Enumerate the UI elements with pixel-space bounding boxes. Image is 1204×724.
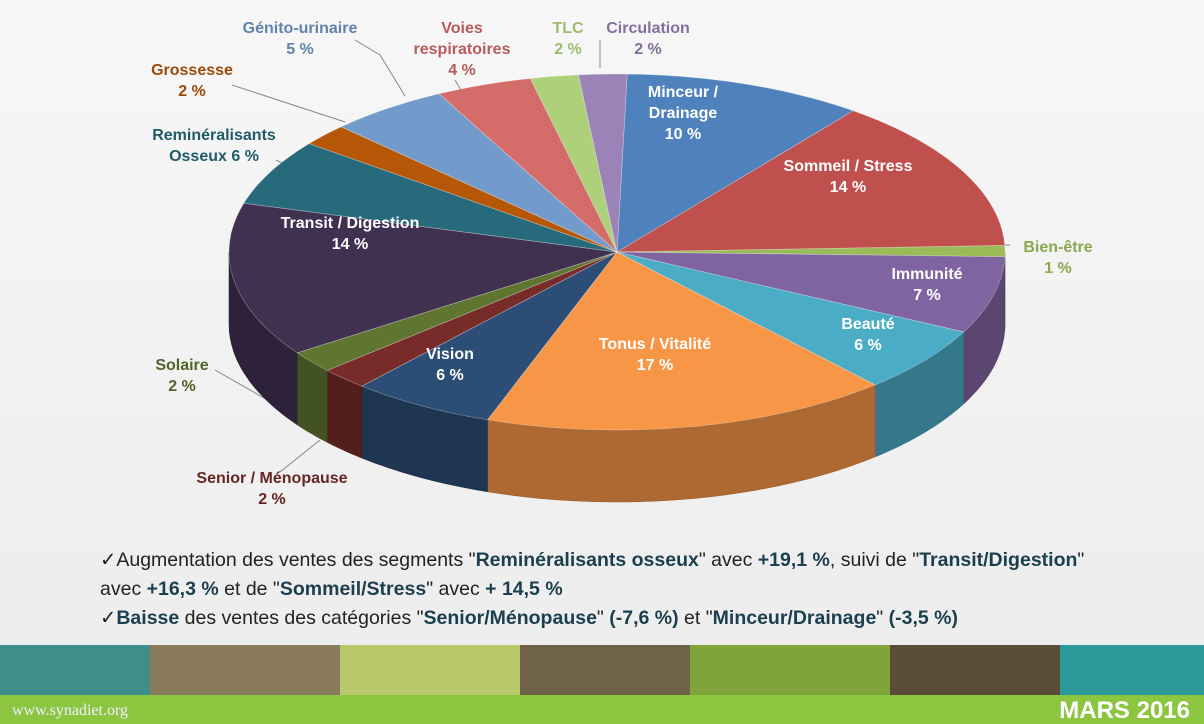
value-label: 2 % (554, 41, 582, 58)
value-label: 14 % (830, 179, 866, 196)
slice-label: Beauté 6 % (808, 314, 928, 356)
slice-label: Grossesse 2 % (137, 60, 247, 102)
note-bold: +19,1 % (758, 549, 830, 571)
value-label: 6 % (231, 148, 259, 165)
note: ✓Augmentation des ventes des segments "R… (100, 546, 1100, 604)
slice-label: Génito-urinaire 5 % (210, 18, 390, 60)
note-bold: Baisse (116, 607, 179, 629)
category-label: Immunité (891, 266, 962, 283)
note-text: Augmentation des ventes des segments " (116, 549, 475, 571)
bullet: ✓ (100, 607, 116, 629)
category-label: Minceur / Drainage (648, 84, 718, 122)
slice-label: Bien-être 1 % (1003, 237, 1113, 279)
value-label: 2 % (178, 83, 206, 100)
note-bold: Transit/Digestion (919, 549, 1077, 571)
category-label: Grossesse (151, 62, 233, 79)
slice-label: Sommeil / Stress 14 % (748, 156, 948, 198)
footer: www.synadiet.org MARS 2016 (0, 695, 1204, 724)
footer-url: www.synadiet.org (12, 702, 128, 720)
note-bold: (-7,6 %) (609, 607, 678, 629)
note-text: et de " (219, 578, 280, 600)
photo-strip (0, 645, 1204, 695)
value-label: 2 % (258, 491, 286, 508)
note-bold: Sommeil/Stress (280, 578, 426, 600)
value-label: 1 % (1044, 260, 1072, 277)
note-text: " avec (426, 578, 485, 600)
slice-label: Vision 6 % (390, 344, 510, 386)
note-text: et " (679, 607, 713, 629)
value-label: 10 % (665, 126, 701, 143)
note-bold: + 14,5 % (485, 578, 563, 600)
value-label: 2 % (634, 41, 662, 58)
category-label: Solaire (155, 357, 208, 374)
note-text: " (597, 607, 609, 629)
slice-label: Solaire 2 % (127, 355, 237, 397)
value-label: 6 % (854, 337, 882, 354)
slice-label: Minceur / Drainage 10 % (628, 82, 738, 145)
category-label: TLC (552, 20, 583, 37)
value-label: 14 % (332, 236, 368, 253)
note: ✓Baisse des ventes des catégories "Senio… (100, 604, 1100, 633)
category-label: Transit / Digestion (281, 215, 420, 232)
note-bold: (-3,5 %) (889, 607, 958, 629)
note-bold: Minceur/Drainage (713, 607, 877, 629)
slice-label: Senior / Ménopause 2 % (157, 468, 387, 510)
bullet: ✓ (100, 549, 116, 571)
value-label: 17 % (637, 357, 673, 374)
note-text: " avec (699, 549, 758, 571)
category-label: Génito-urinaire (243, 20, 358, 37)
footer-date: MARS 2016 (1059, 697, 1190, 724)
value-label: 5 % (286, 41, 314, 58)
category-label: Sommeil / Stress (784, 158, 913, 175)
value-label: 4 % (448, 62, 476, 79)
slice-label: Transit / Digestion 14 % (235, 213, 465, 255)
slice-label: Immunité 7 % (867, 264, 987, 306)
value-label: 2 % (168, 378, 196, 395)
slice-label: Voies respiratoires 4 % (392, 18, 532, 81)
category-label: Voies respiratoires (414, 20, 511, 58)
slide: ✓Augmentation des ventes des segments "R… (0, 0, 1204, 724)
category-label: Tonus / Vitalité (599, 336, 711, 353)
category-label: Beauté (841, 316, 894, 333)
value-label: 7 % (913, 287, 941, 304)
slice-label: Reminéralisants Osseux 6 % (139, 125, 289, 167)
notes: ✓Augmentation des ventes des segments "R… (100, 546, 1100, 633)
category-label: Circulation (606, 20, 690, 37)
slice-label: Tonus / Vitalité 17 % (545, 334, 765, 376)
note-text: des ventes des catégories " (179, 607, 423, 629)
slice-label: Circulation 2 % (588, 18, 708, 60)
note-text: " (876, 607, 888, 629)
note-bold: +16,3 % (147, 578, 219, 600)
category-label: Senior / Ménopause (196, 470, 347, 487)
category-label: Vision (426, 346, 474, 363)
note-text: , suivi de " (830, 549, 919, 571)
value-label: 6 % (436, 367, 464, 384)
note-bold: Senior/Ménopause (424, 607, 597, 629)
category-label: Bien-être (1023, 239, 1092, 256)
note-bold: Reminéralisants osseux (476, 549, 699, 571)
